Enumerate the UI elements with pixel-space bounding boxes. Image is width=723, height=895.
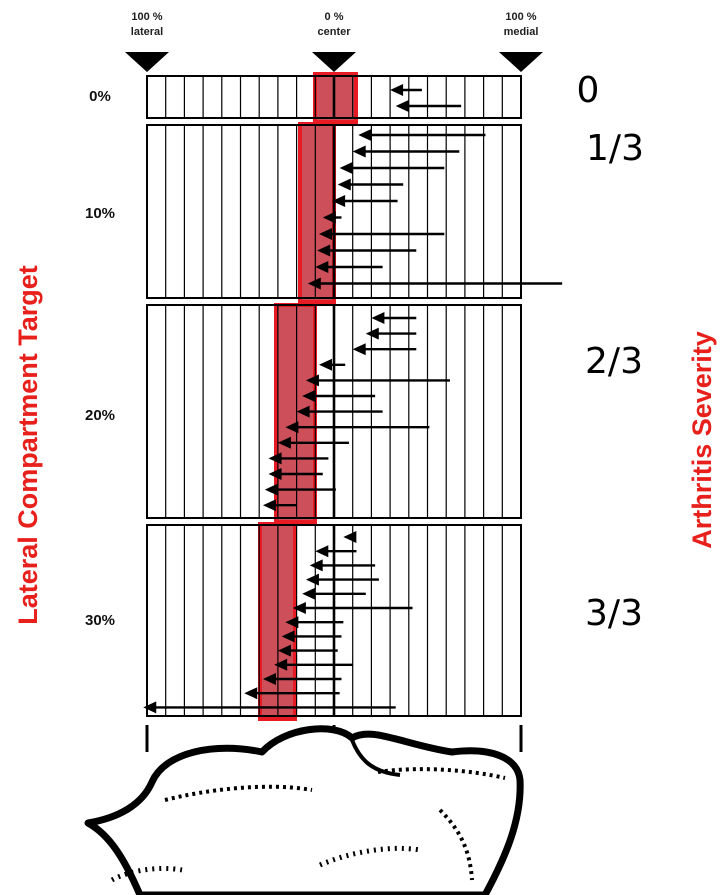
header-lateral-label: lateral	[131, 26, 163, 38]
severity-label: 2/3	[585, 341, 643, 382]
arrow-head	[315, 261, 329, 273]
arrow-head	[268, 452, 282, 465]
arrow-head	[358, 129, 372, 141]
arrow-head	[281, 630, 295, 643]
arrow-head	[262, 499, 276, 512]
header-center-triangle	[312, 52, 356, 72]
header-lateral-triangle	[125, 52, 169, 72]
panel-3: 30% 3/3	[85, 522, 643, 721]
arthritis-severity-title: Arthritis Severity	[687, 331, 717, 549]
severity-label: 3/3	[585, 593, 643, 634]
arrow-head	[390, 84, 404, 96]
header-center-percent: 0 %	[325, 11, 344, 23]
arrow-head	[307, 277, 321, 290]
header-medial-triangle	[499, 52, 543, 72]
severity-label: 1/3	[586, 128, 644, 169]
target-percent-label: 10%	[85, 205, 115, 222]
target-highlight	[298, 122, 336, 304]
panel-1: 10% 1/3	[85, 122, 644, 304]
arrow-head	[365, 327, 379, 340]
header-medial-percent: 100 %	[505, 11, 536, 23]
arrow-head	[264, 483, 278, 496]
arrow-head	[277, 436, 291, 449]
header-lateral-percent: 100 %	[131, 11, 162, 23]
panel-2: 20% 2/3	[85, 303, 643, 524]
arrow-head	[274, 658, 288, 671]
target-highlight	[313, 72, 358, 124]
arrow-head	[352, 343, 366, 356]
header-center-label: center	[317, 26, 351, 38]
tibial-plateau-illustration	[84, 725, 524, 895]
target-percent-label: 30%	[85, 612, 115, 629]
arrow-head	[339, 162, 353, 174]
arrow-head	[285, 616, 299, 629]
arrow-head	[305, 374, 319, 387]
target-percent-label: 20%	[85, 407, 115, 424]
arrow-head	[315, 545, 329, 558]
arrow-head	[395, 100, 409, 112]
target-percent-label: 0%	[89, 88, 111, 105]
arrow-head	[352, 145, 366, 158]
lateral-compartment-target-title: Lateral Compartment Target	[13, 265, 43, 625]
arrow-head	[302, 390, 316, 402]
arrow-head	[302, 587, 316, 600]
severity-label: 0	[577, 70, 600, 111]
arrow-head	[262, 673, 276, 685]
arrow-head	[319, 228, 333, 240]
arrow-head	[337, 178, 351, 191]
header: 100 % lateral 0 % center 100 % medial	[125, 11, 543, 72]
arrow-head	[343, 531, 357, 543]
arrow-head	[292, 602, 306, 614]
labels: Lateral Compartment Target Arthritis Seve…	[13, 265, 717, 625]
arrow-head	[332, 195, 346, 207]
arrow-head	[143, 701, 157, 714]
arrow-head	[317, 244, 331, 257]
header-medial-label: medial	[504, 26, 539, 38]
arrow-head	[319, 358, 333, 371]
arrow-head	[309, 559, 323, 572]
compartment-panels: 0% 0 10% 1/3 20% 2/3 30% 3/3	[85, 70, 644, 721]
arrow-head	[305, 573, 319, 586]
arrow-head	[285, 421, 299, 434]
panel-0: 0% 0	[89, 70, 600, 124]
arrow-head	[322, 211, 336, 224]
arrow-head	[277, 644, 291, 657]
arrow-head	[296, 405, 310, 418]
arrow-head	[268, 468, 282, 480]
arrow-head	[244, 687, 258, 700]
arrow-head	[371, 312, 385, 324]
